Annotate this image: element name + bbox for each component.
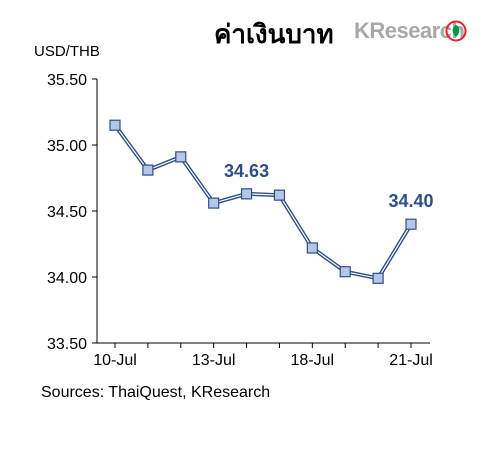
x-tick-label: 10-Jul — [93, 352, 137, 369]
x-ticks: 10-Jul 13-Jul 18-Jul 21-Jul — [93, 343, 433, 369]
kresearch-logo-icon — [445, 20, 467, 42]
data-label: 34.63 — [224, 161, 269, 181]
data-point — [405, 218, 417, 230]
series-line-outer — [113, 124, 413, 281]
source-note: Sources: ThaiQuest, KResearch — [41, 384, 271, 401]
data-point — [142, 164, 154, 176]
data-label: 34.40 — [388, 191, 433, 211]
y-ticks: 35.50 35.00 34.50 34.00 33.50 — [47, 72, 97, 353]
series-line-inner — [114, 124, 412, 279]
y-tick-label: 35.50 — [47, 72, 87, 89]
series-markers — [109, 119, 417, 284]
data-labels: 34.63 34.40 — [224, 161, 433, 211]
chart-axes — [96, 79, 430, 344]
x-tick-label: 18-Jul — [291, 352, 335, 369]
data-point — [240, 188, 253, 200]
y-tick-label: 34.00 — [47, 270, 87, 287]
y-tick-label: 34.50 — [47, 204, 87, 221]
data-point — [208, 197, 220, 209]
chart-title: ค่าเงินบาท — [214, 20, 334, 50]
x-tick-label: 21-Jul — [389, 352, 433, 369]
y-tick-label: 35.00 — [47, 138, 87, 155]
y-axis-label: USD/THB — [34, 43, 100, 60]
x-tick-label: 13-Jul — [192, 352, 236, 369]
data-point — [273, 189, 286, 201]
y-tick-label: 33.50 — [47, 336, 87, 353]
data-point — [306, 242, 318, 254]
data-point — [175, 151, 187, 163]
series-line — [113, 124, 413, 281]
data-point — [109, 119, 121, 131]
data-point — [372, 272, 384, 284]
data-point — [339, 266, 351, 278]
